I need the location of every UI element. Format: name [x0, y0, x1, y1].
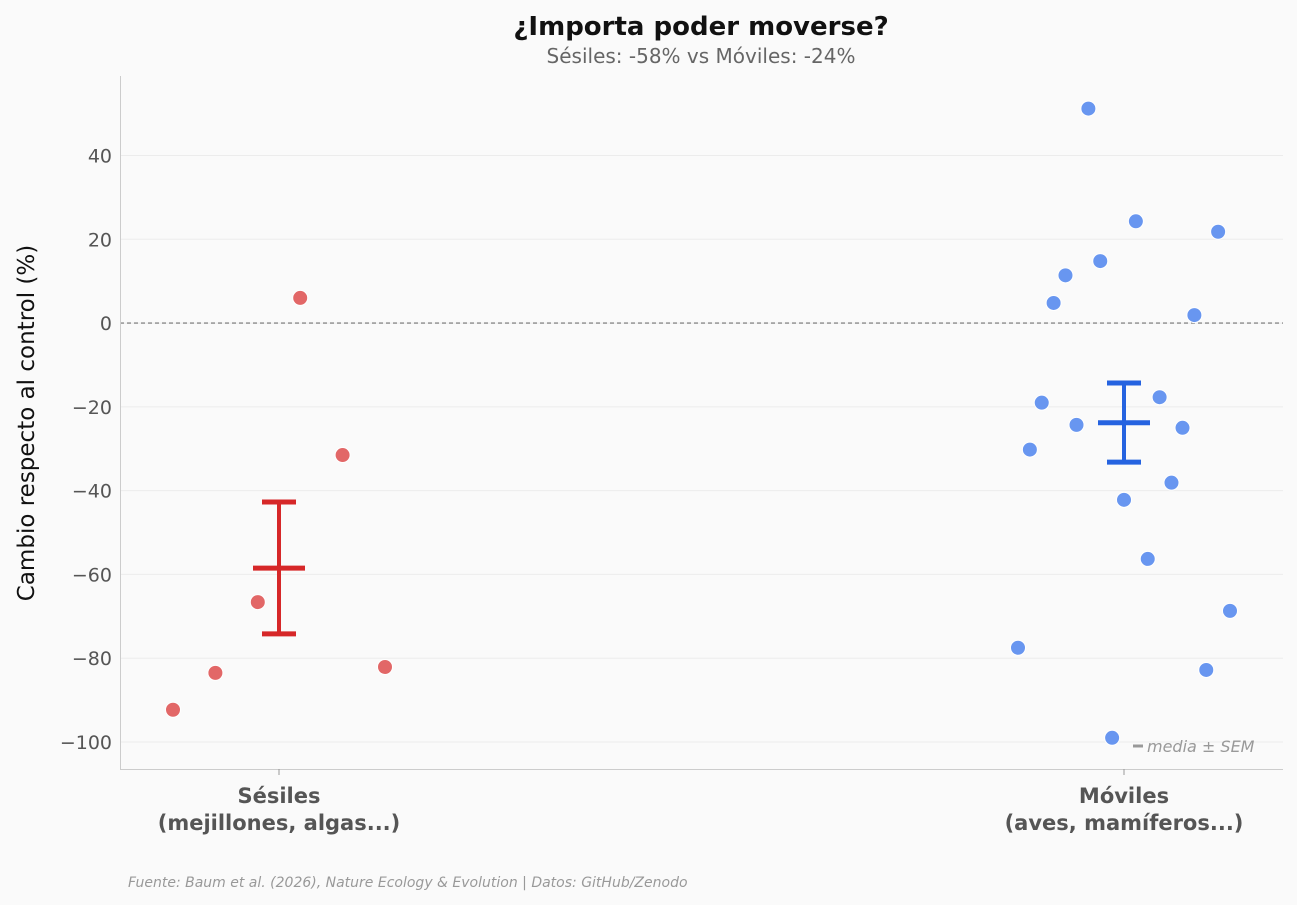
data-point: [1092, 253, 1109, 270]
data-point: [165, 701, 181, 718]
y-tick-label: −40: [72, 481, 112, 503]
mean-sem-marker: [253, 499, 305, 637]
data-point: [1222, 602, 1238, 619]
data-point: [292, 289, 309, 306]
y-tick-label: 20: [88, 229, 112, 251]
data-point: [1080, 100, 1097, 117]
data-point: [1198, 661, 1215, 678]
chart-title: ¿Importa poder moverse?: [513, 12, 888, 42]
data-point: [1033, 394, 1050, 411]
data-point: [1104, 729, 1121, 746]
legend: media ± SEM: [1133, 737, 1255, 756]
mean-sem-markers: [253, 380, 1150, 637]
y-tick-label: −100: [60, 732, 112, 754]
x-tick-sublabel: (mejillones, algas...): [158, 811, 401, 835]
data-point: [249, 594, 266, 611]
source-note: Fuente: Baum et al. (2026), Nature Ecolo…: [128, 875, 688, 891]
data-point: [207, 664, 224, 681]
x-tick-label: Sésiles: [237, 784, 320, 808]
y-axis-label: Cambio respecto al control (%): [14, 245, 40, 601]
data-point: [1116, 491, 1132, 508]
data-point: [1163, 474, 1180, 491]
data-points: [165, 100, 1238, 746]
x-ticks: Sésiles (mejillones, algas...) Móviles (ave…: [158, 769, 1244, 835]
mean-sem-marker: [1098, 380, 1150, 465]
y-ticks: 40 20 0 −20 −40 −60 −80 −100: [60, 146, 112, 755]
data-point: [1139, 550, 1156, 567]
x-tick-sublabel: (aves, mamíferos...): [1005, 811, 1244, 835]
data-point: [1010, 639, 1026, 656]
legend-label: media ± SEM: [1147, 737, 1255, 756]
data-point: [1186, 307, 1203, 324]
y-tick-label: −80: [72, 648, 112, 670]
y-tick-label: −20: [72, 397, 112, 419]
data-point: [334, 447, 351, 464]
y-tick-label: −60: [72, 564, 112, 586]
data-point: [1045, 294, 1062, 311]
y-tick-label: 40: [88, 146, 112, 168]
data-point: [1127, 213, 1144, 230]
data-point: [1210, 223, 1227, 240]
y-tick-label: 0: [100, 313, 112, 335]
data-point: [377, 659, 393, 676]
data-point: [1021, 441, 1038, 458]
x-tick-label: Móviles: [1079, 784, 1169, 808]
data-point: [1068, 416, 1085, 433]
chart-subtitle: Sésiles: -58% vs Móviles: -24%: [547, 44, 856, 68]
data-point: [1151, 389, 1168, 406]
data-point: [1057, 267, 1074, 284]
data-point: [1174, 419, 1191, 436]
